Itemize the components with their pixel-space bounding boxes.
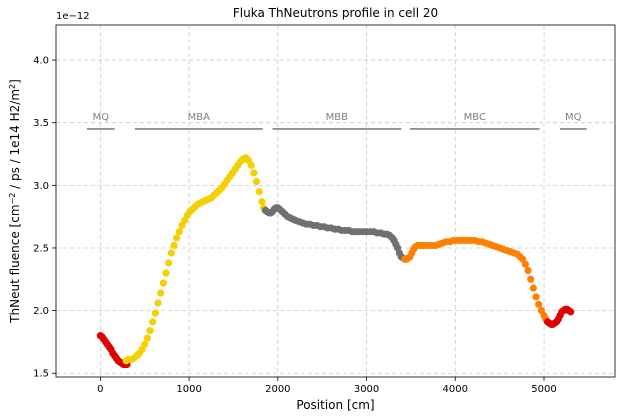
region-label: MQ [565, 112, 582, 123]
y-axis-label-part: ThNeut fluence [cm [8, 204, 22, 323]
chart-title: Fluka ThNeutrons profile in cell 20 [233, 6, 438, 20]
data-point [165, 259, 173, 267]
data-point [167, 249, 175, 257]
data-point [143, 334, 151, 342]
data-point [157, 289, 165, 297]
region-markers: MQ MBA MBB MBC MQ [87, 112, 587, 130]
y-offset-label: 1e−12 [56, 11, 90, 22]
data-point [255, 188, 263, 196]
data-point [258, 198, 266, 206]
data-point [173, 234, 181, 242]
data-point [250, 169, 258, 177]
region-label: MQ [93, 112, 110, 123]
data-point [141, 340, 149, 349]
x-axis-label: Position [cm] [296, 398, 374, 412]
x-tick-label: 2000 [265, 384, 290, 395]
y-tick-label: 2.0 [33, 306, 49, 317]
y-axis-label-superscript: −2 [8, 193, 17, 205]
data-point [524, 266, 532, 275]
x-tick-label: 0 [97, 384, 103, 395]
data-point [170, 241, 178, 250]
x-tick-label: 5000 [531, 384, 556, 395]
y-axis-ticks: 1.5 2.0 2.5 3.0 3.5 4.0 [33, 56, 56, 380]
data-points [96, 154, 575, 369]
data-point [247, 161, 255, 169]
region-label: MBA [188, 112, 210, 123]
y-axis-label-part: / ps / 1e14 H2/m [8, 89, 22, 193]
x-tick-label: 1000 [176, 384, 201, 395]
data-point [252, 177, 261, 186]
y-tick-label: 1.5 [33, 369, 49, 380]
y-tick-label: 3.5 [33, 118, 49, 129]
data-point [154, 299, 162, 307]
data-point [521, 260, 529, 268]
data-point [146, 327, 154, 335]
data-point [529, 284, 537, 292]
data-point [151, 309, 159, 317]
region-label: MBB [326, 112, 348, 123]
data-point [535, 300, 543, 308]
y-axis-label: ThNeut fluence [cm−2 / ps / 1e14 H2/m2] [8, 79, 23, 324]
data-point [159, 279, 167, 287]
data-point [162, 269, 170, 277]
x-tick-label: 3000 [354, 384, 379, 395]
x-tick-label: 4000 [443, 384, 468, 395]
y-axis-label-part: ] [8, 79, 22, 84]
data-point [532, 293, 540, 301]
data-point [527, 275, 535, 283]
data-point [175, 228, 183, 236]
y-tick-label: 2.5 [33, 243, 49, 254]
data-point [149, 318, 157, 326]
y-tick-label: 4.0 [33, 56, 49, 67]
y-axis-label-superscript: 2 [8, 84, 17, 89]
x-axis-ticks: 0 1000 2000 3000 4000 5000 [97, 377, 557, 395]
data-point [567, 308, 575, 316]
region-label: MBC [464, 112, 486, 123]
grid [56, 25, 615, 377]
y-tick-label: 3.0 [33, 181, 49, 192]
plot-frame [55, 24, 616, 378]
